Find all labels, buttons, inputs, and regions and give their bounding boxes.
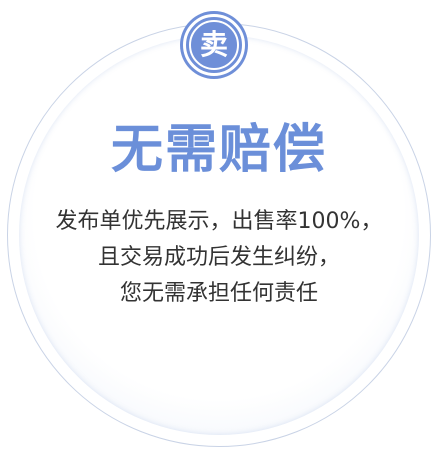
description-line-2: 且交易成功后发生纠纷， <box>97 245 340 270</box>
inner-disc <box>19 35 419 435</box>
sell-badge: 卖 <box>183 14 245 76</box>
description-line-1: 发布单优先展示，出售率100%， <box>55 209 383 234</box>
description-line-3: 您无需承担任何责任 <box>119 281 318 306</box>
feature-description: 发布单优先展示，出售率100%， 且交易成功后发生纠纷， 您无需承担任何责任 <box>0 204 438 312</box>
sell-badge-label: 卖 <box>189 20 239 70</box>
feature-title: 无需赔偿 <box>110 120 327 180</box>
